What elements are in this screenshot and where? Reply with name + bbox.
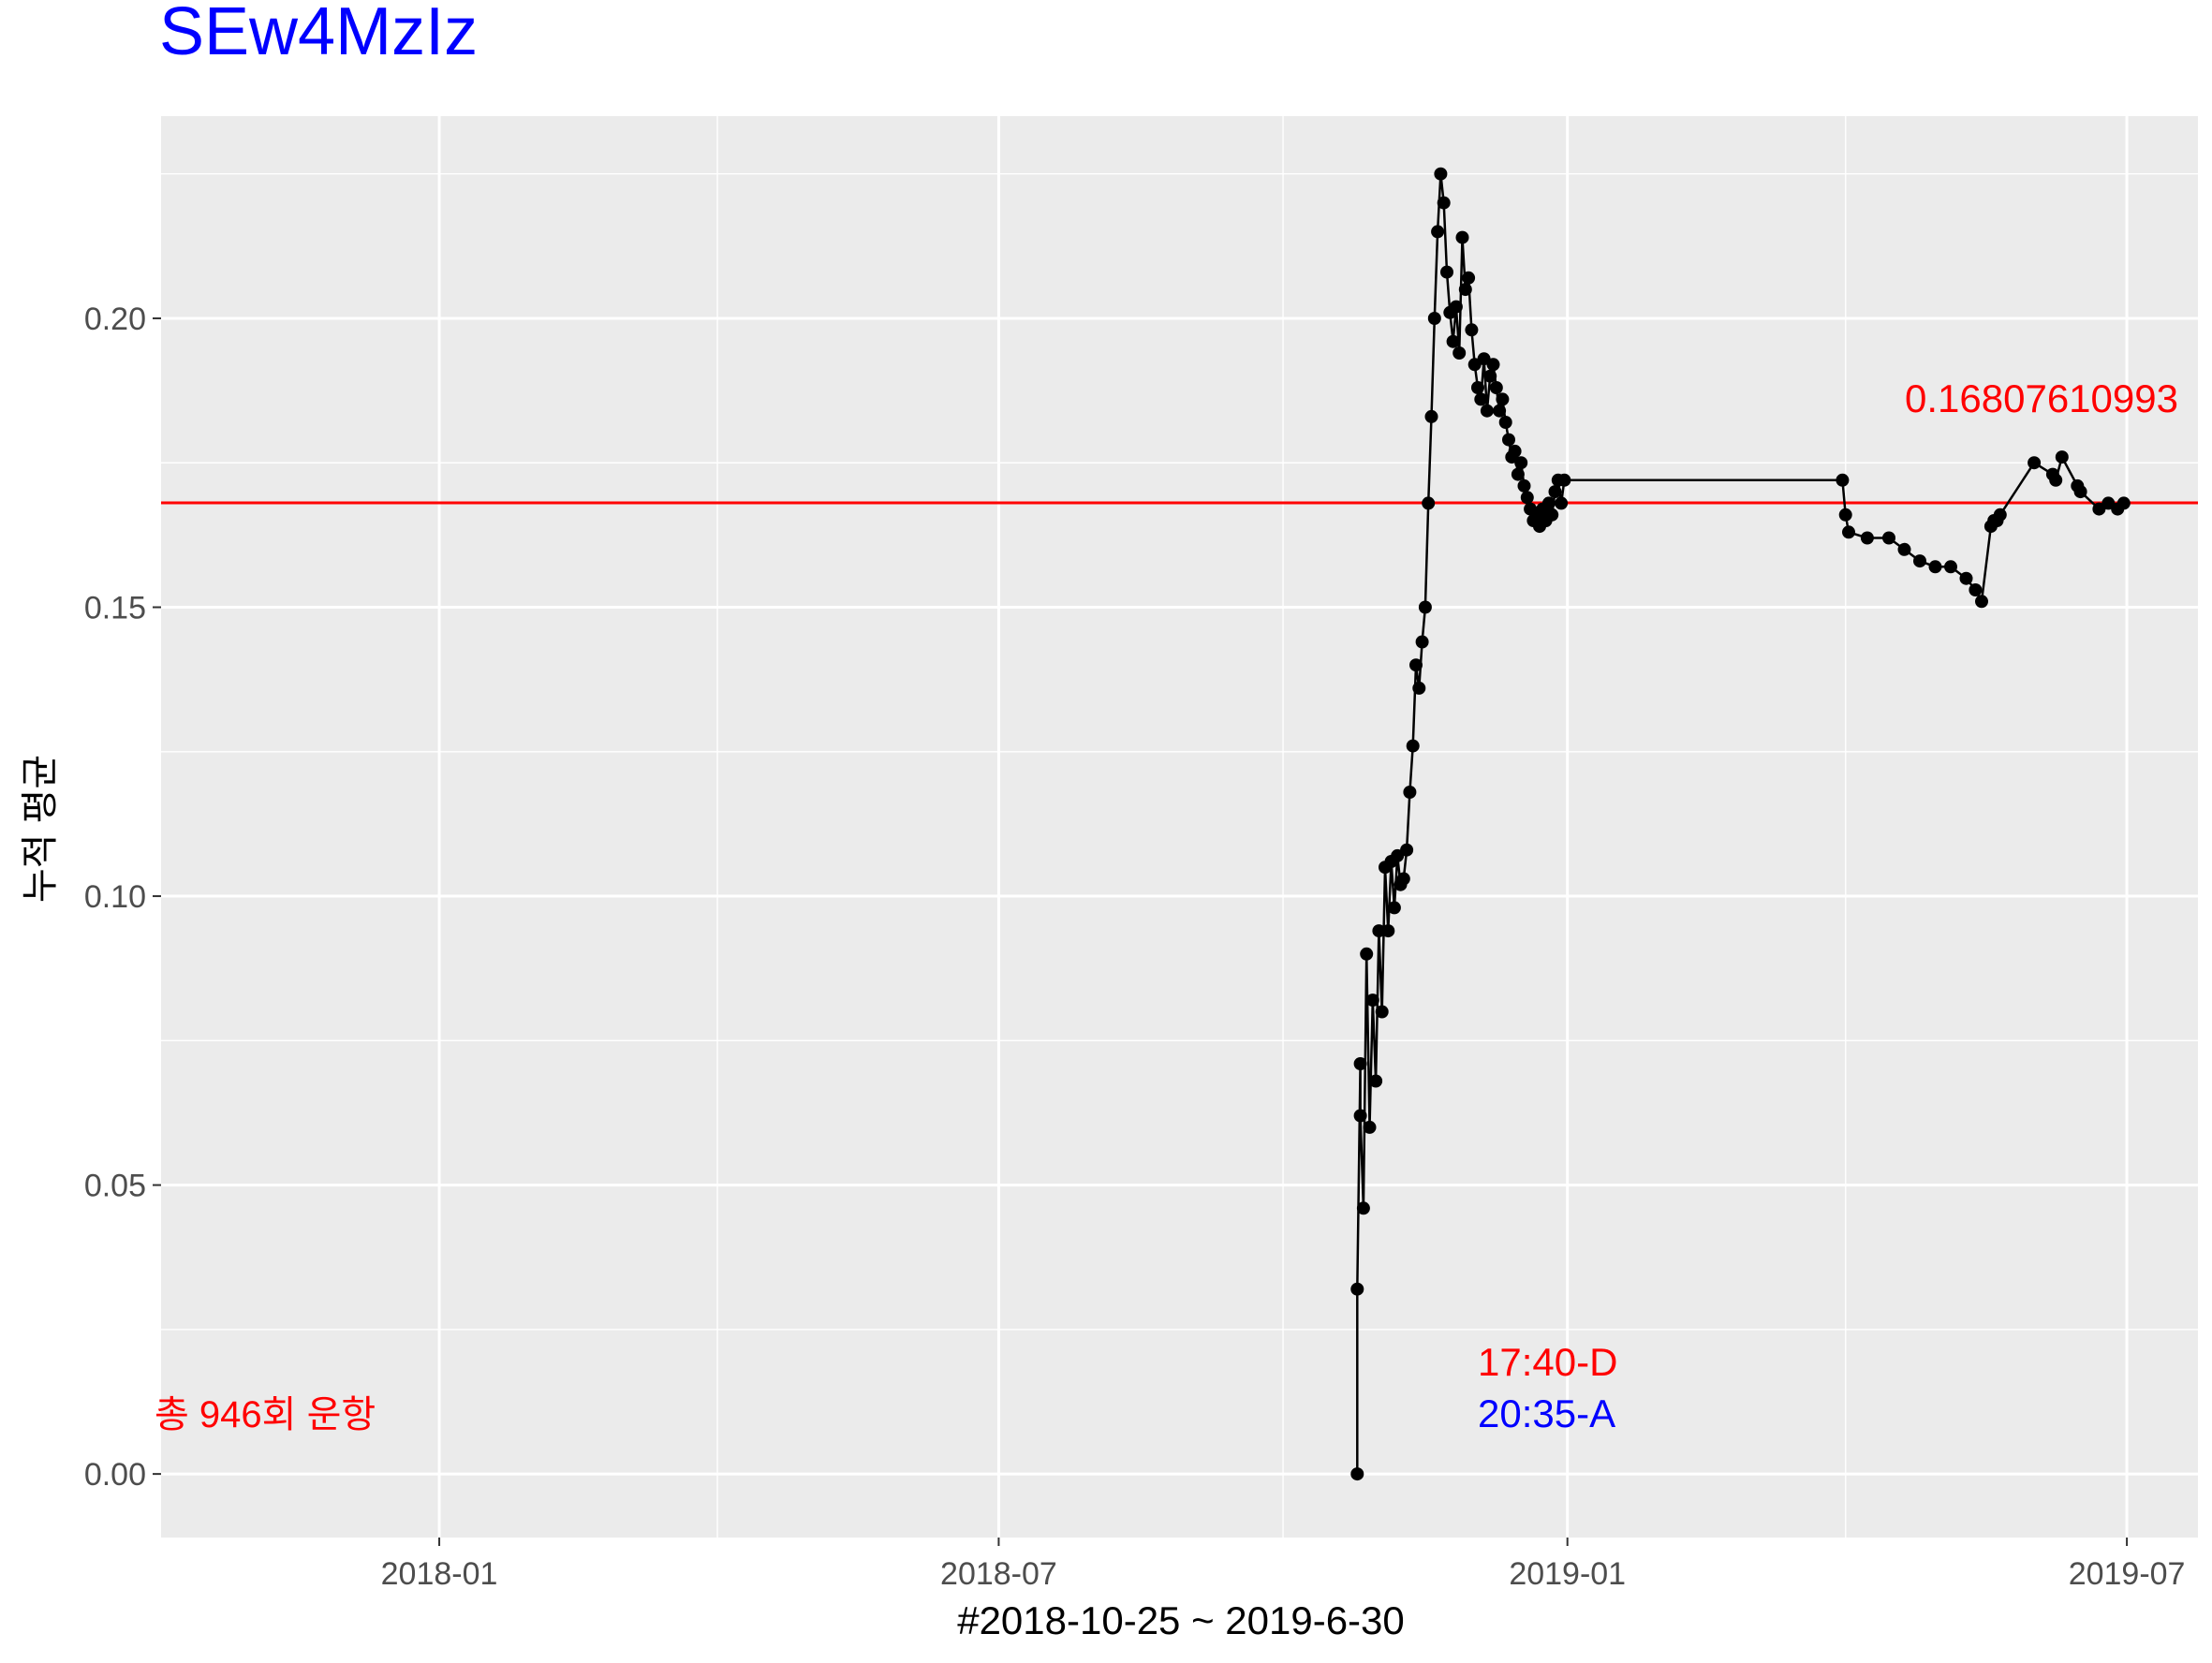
reference-value-label: 0.16807610993	[1905, 376, 2178, 420]
data-point	[2116, 496, 2131, 510]
data-point	[1440, 265, 1453, 279]
data-point	[1882, 531, 1895, 545]
data-point	[1453, 346, 1467, 360]
data-point	[1838, 508, 1852, 522]
data-point	[1412, 681, 1426, 695]
data-point	[2073, 485, 2087, 499]
major-gridlines	[161, 116, 2198, 1538]
data-point	[1363, 1120, 1377, 1134]
departure-time-annotation: 17:40-D	[1478, 1340, 1617, 1384]
data-point	[1375, 1005, 1389, 1019]
data-point	[1520, 491, 1534, 505]
data-point	[1557, 473, 1571, 487]
data-point	[1462, 271, 1476, 285]
x-tick-label: 2018-07	[940, 1556, 1057, 1592]
y-tick-label: 0.15	[84, 591, 146, 626]
data-point	[1350, 1467, 1364, 1481]
data-point	[1369, 1074, 1383, 1088]
data-point	[1422, 496, 1436, 510]
y-axis: 0.00 0.05 0.10 0.15 0.20	[84, 302, 161, 1493]
data-point	[1545, 508, 1559, 522]
data-point	[1928, 560, 1942, 574]
data-point	[1897, 542, 1911, 556]
data-point	[2055, 450, 2069, 464]
data-point	[1480, 404, 1494, 418]
data-point	[1365, 993, 1379, 1008]
data-point	[1548, 485, 1562, 499]
data-point	[1446, 334, 1460, 348]
data-point	[1381, 924, 1395, 938]
minor-gridlines	[161, 116, 2198, 1538]
data-point	[1356, 1201, 1370, 1215]
data-point	[1860, 531, 1874, 545]
data-point	[1498, 416, 1512, 429]
data-point	[1449, 300, 1463, 314]
data-point	[1993, 508, 2007, 522]
data-point	[2028, 456, 2042, 470]
data-point	[1418, 600, 1432, 614]
data-point	[1406, 739, 1420, 753]
y-tick-label: 0.05	[84, 1169, 146, 1204]
data-point	[1400, 843, 1414, 857]
data-point	[1471, 381, 1484, 394]
data-point	[1517, 478, 1531, 493]
data-point	[1944, 560, 1957, 574]
data-point	[1502, 433, 1515, 447]
data-point	[1434, 167, 1448, 181]
data-point	[1493, 404, 1507, 418]
data-point	[1458, 283, 1472, 297]
x-tick-label: 2018-01	[381, 1556, 498, 1592]
data-point	[1508, 444, 1522, 458]
data-point	[1403, 786, 1417, 799]
x-axis: 2018-01 2018-07 2019-01 2019-07	[381, 1538, 2186, 1592]
data-point	[1360, 947, 1374, 961]
arrival-time-annotation: 20:35-A	[1478, 1391, 1615, 1435]
data-point	[1483, 369, 1497, 383]
data-point	[1913, 554, 1926, 568]
data-point	[1427, 312, 1441, 325]
y-tick-label: 0.20	[84, 302, 146, 337]
data-point	[1387, 901, 1401, 915]
data-point	[1465, 323, 1479, 337]
data-point	[1424, 409, 1438, 423]
data-point	[1415, 635, 1429, 649]
x-tick-label: 2019-07	[2069, 1556, 2186, 1592]
data-point	[1409, 658, 1423, 672]
data-point	[1514, 456, 1528, 470]
data-point	[1353, 1057, 1367, 1070]
y-axis-label: 누적 평균	[20, 755, 61, 903]
data-point	[1486, 358, 1500, 372]
data-point	[1836, 473, 1850, 487]
total-flights-annotation: 총 946회 운항	[155, 1394, 376, 1435]
data-point	[1555, 496, 1569, 510]
y-tick-label: 0.10	[84, 879, 146, 915]
data-point	[1541, 496, 1556, 510]
x-tick-label: 2019-01	[1509, 1556, 1626, 1592]
plot-panel	[161, 116, 2198, 1538]
data-point	[1959, 571, 1973, 585]
x-axis-label: #2018-10-25 ~ 2019-6-30	[957, 1598, 1405, 1642]
data-point	[2049, 473, 2063, 487]
data-point	[1489, 381, 1503, 394]
data-point	[1350, 1282, 1364, 1296]
data-point	[1474, 392, 1488, 406]
data-point	[1511, 467, 1525, 481]
data-point	[1396, 872, 1410, 886]
data-point	[1455, 230, 1469, 244]
data-point	[1496, 392, 1510, 406]
series-layer	[1350, 167, 2131, 1481]
data-point	[1969, 583, 1983, 596]
chart-title: SEw4MzIz	[159, 0, 478, 69]
data-point	[1372, 924, 1386, 938]
data-point	[1431, 225, 1445, 239]
data-point	[1437, 196, 1451, 210]
y-tick-label: 0.00	[84, 1457, 146, 1493]
data-point	[1842, 525, 1855, 539]
data-point	[1353, 1109, 1367, 1123]
data-point	[1975, 595, 1988, 609]
